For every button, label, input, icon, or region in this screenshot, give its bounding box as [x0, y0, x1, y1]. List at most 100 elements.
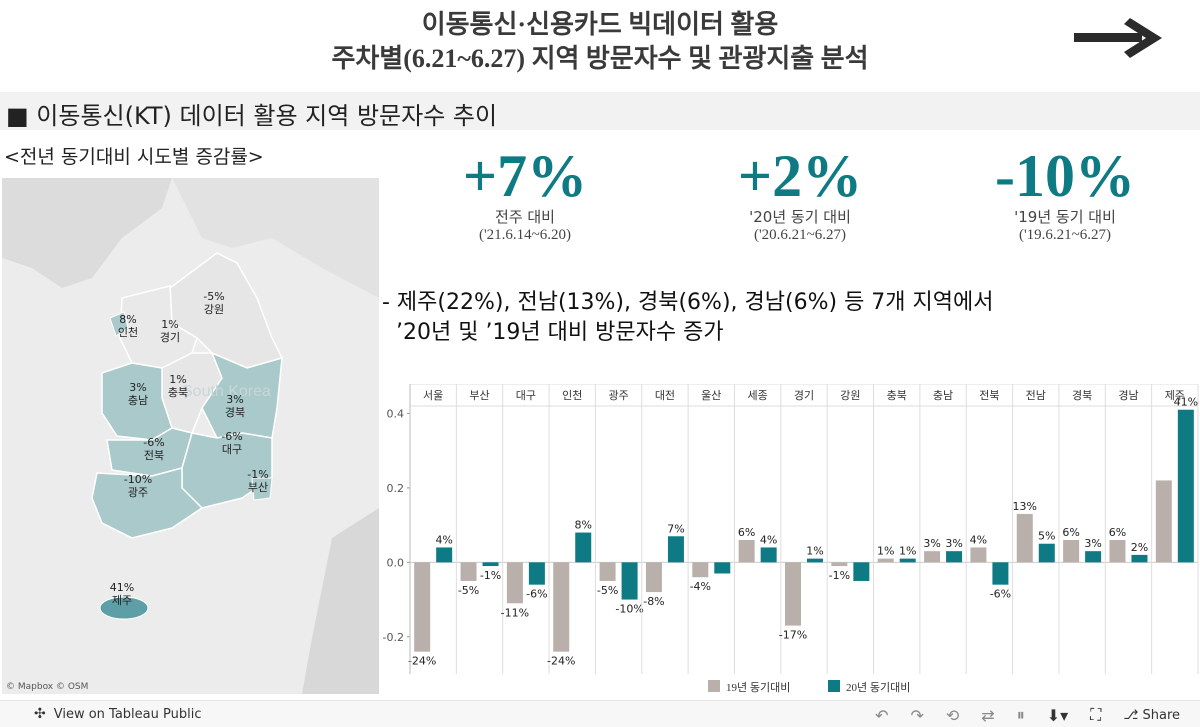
share-label: Share: [1142, 707, 1180, 723]
map-region-value: 41%: [110, 581, 134, 594]
data-label: 4%: [970, 533, 987, 546]
data-label: 13%: [1013, 500, 1037, 513]
kpi-2020: +2% '20년 동기 대비 ('20.6.21~6.27): [700, 144, 900, 244]
korea-map[interactable]: South Korea -5% 강원 1% 경기 8% 인천 3% 충남 1% 충북 3% 경북 -6%…: [2, 178, 379, 694]
bar-2020: [621, 562, 638, 600]
y-tick-label: 0.2: [387, 482, 405, 495]
share-button[interactable]: ⎇ Share: [1123, 708, 1180, 723]
category-label: 대구: [516, 389, 536, 402]
tableau-footer: ✣ View on Tableau Public ↶ ↷ ⟲ ⇄ ⏸ ⬇▾ ⛶ …: [0, 700, 1200, 727]
bar-2019: [785, 562, 801, 626]
kpi-weekly-label: 전주 대비: [495, 208, 555, 226]
map-region-value: 1%: [161, 318, 178, 331]
category-label: 제주: [1165, 389, 1185, 402]
refresh-icon[interactable]: ⇄: [981, 705, 995, 725]
data-label: -6%: [526, 588, 547, 601]
region-jeju[interactable]: [99, 596, 149, 620]
summary-line-1: - 제주(22%), 전남(13%), 경북(6%), 경남(6%) 등 7개 …: [382, 290, 994, 315]
bar-2019: [1109, 540, 1126, 563]
data-label: 4%: [435, 533, 452, 546]
tableau-logo-icon: ✣: [34, 706, 46, 722]
bar-2019: [924, 551, 941, 563]
bar-2020: [807, 558, 823, 563]
bar-2019: [1063, 540, 1080, 563]
view-on-tableau-link[interactable]: ✣ View on Tableau Public: [34, 706, 201, 722]
region-incheon[interactable]: [109, 311, 129, 337]
map-watermark: South Korea: [182, 383, 271, 400]
category-label: 경북: [1072, 389, 1092, 402]
legend-label: 19년 동기대비: [726, 681, 790, 694]
title-line-2: 주차별(6.21~6.27) 지역 방문자수 및 관광지출 분석: [331, 44, 869, 73]
bar-2020: [667, 536, 684, 563]
toolbar: ↶ ↷ ⟲ ⇄ ⏸ ⬇▾ ⛶ ⎇ Share: [875, 705, 1180, 725]
data-label: -11%: [501, 606, 529, 619]
map-region-value: -6%: [143, 436, 164, 449]
bar-2019: [692, 562, 709, 578]
fullscreen-icon[interactable]: ⛶: [1090, 705, 1102, 724]
redo-icon[interactable]: ↷: [910, 705, 924, 725]
bar-2020: [528, 562, 545, 585]
region-jeonnam[interactable]: [91, 467, 204, 539]
data-label: -1%: [480, 569, 501, 582]
bar-2019: [1155, 480, 1172, 563]
pause-icon[interactable]: ⏸: [1016, 705, 1025, 724]
legend-swatch: [708, 680, 720, 692]
data-label: 6%: [1062, 526, 1079, 539]
bar-2019: [645, 562, 662, 593]
map-region-value: 1%: [169, 373, 186, 386]
data-label: -5%: [597, 584, 618, 597]
bar-2020: [714, 562, 731, 574]
region-busan[interactable]: [251, 477, 273, 501]
map-canvas[interactable]: South Korea -5%강원1%경기8%인천3%충남1%충북3%경북-6%…: [2, 178, 379, 694]
map-region-name: 충북: [168, 386, 188, 399]
bar-2019: [831, 562, 848, 567]
kpi-2020-value: +2%: [737, 143, 863, 209]
kpi-2019: -10% '19년 동기 대비 ('19.6.21~6.27): [960, 144, 1170, 244]
map-region-value: -5%: [203, 290, 224, 303]
category-label: 충남: [933, 389, 953, 402]
revert-icon[interactable]: ⟲: [945, 705, 960, 725]
data-label: 8%: [575, 519, 592, 532]
kpi-weekly-value: +7%: [462, 143, 588, 209]
bar-2020: [1177, 409, 1194, 563]
map-region-value: -6%: [221, 430, 242, 443]
map-region-value: 3%: [226, 393, 243, 406]
bar-2019: [553, 562, 570, 652]
legend-label: 20년 동기대비: [846, 681, 910, 694]
kpi-2020-period: ('20.6.21~6.27): [753, 227, 847, 243]
next-arrow-icon[interactable]: [1072, 16, 1164, 60]
category-label: 경남: [1118, 389, 1138, 402]
y-tick-label: 0.0: [387, 556, 405, 569]
bar-2020: [853, 562, 870, 581]
download-icon[interactable]: ⬇▾: [1046, 705, 1069, 725]
map-region-name: 광주: [128, 486, 148, 499]
map-region-name: 충남: [128, 394, 148, 407]
bar-2020: [899, 558, 916, 563]
category-label: 충북: [887, 389, 907, 402]
bar-chart[interactable]: 0.40.20.0-0.2서울-24%4%부산-5%-1%대구-11%-6%인천…: [382, 384, 1200, 700]
section-label: ■ 이동통신(KT) 데이터 활용 지역 방문자수 추이: [6, 102, 498, 130]
map-region-value: 3%: [129, 381, 146, 394]
data-label: 3%: [923, 537, 940, 550]
bar-2019: [738, 540, 755, 563]
legend-swatch: [828, 680, 840, 692]
undo-icon[interactable]: ↶: [875, 705, 889, 725]
category-label: 울산: [701, 389, 721, 402]
category-label: 전남: [1026, 389, 1046, 402]
data-label: 4%: [760, 533, 777, 546]
data-label: -17%: [779, 629, 807, 642]
data-label: -10%: [615, 603, 643, 616]
data-label: 6%: [738, 526, 755, 539]
bar-2020: [1038, 543, 1055, 563]
data-label: -6%: [990, 588, 1011, 601]
map-region-value: 8%: [119, 313, 136, 326]
data-label: 3%: [1084, 537, 1101, 550]
page-title: 이동통신·신용카드 빅데이터 활용 주차별(6.21~6.27) 지역 방문자수…: [0, 8, 1200, 76]
kpi-2019-value: -10%: [995, 143, 1135, 209]
land-northeast: [172, 178, 379, 298]
map-region-value: -10%: [124, 473, 152, 486]
data-label: 1%: [877, 545, 894, 558]
bar-2020: [992, 562, 1009, 585]
bar-2019: [877, 558, 894, 563]
bar-2020: [946, 551, 963, 563]
